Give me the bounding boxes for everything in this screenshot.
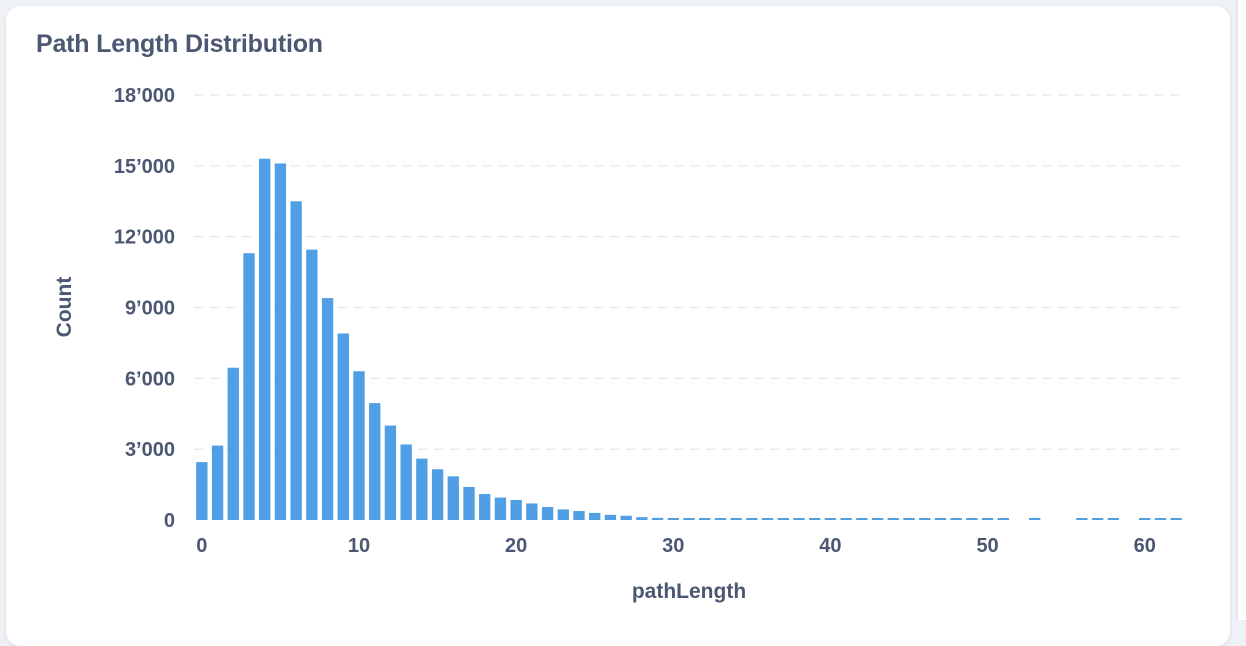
histogram-bar <box>966 518 978 520</box>
histogram-bar <box>856 518 868 520</box>
histogram-bar <box>699 518 711 520</box>
histogram-bar <box>777 518 789 520</box>
y-tick-label: 6’000 <box>125 368 175 390</box>
histogram-bar <box>636 517 648 520</box>
histogram-bar <box>447 476 459 520</box>
histogram-bar <box>400 444 412 520</box>
histogram-bar <box>620 515 632 520</box>
histogram-bar <box>683 518 695 520</box>
histogram-bar <box>416 458 428 520</box>
histogram-bar <box>950 518 962 520</box>
histogram-bar <box>259 158 271 520</box>
histogram-bar <box>809 518 821 520</box>
histogram-bar <box>1091 518 1104 520</box>
histogram-bar <box>557 509 569 520</box>
histogram-bar <box>604 514 617 520</box>
bars <box>196 158 1182 520</box>
histogram-bar <box>871 518 884 520</box>
y-tick-label: 3’000 <box>125 439 175 461</box>
histogram-bar <box>746 518 758 520</box>
histogram-bar <box>243 253 255 520</box>
x-tick-label: 50 <box>976 535 998 557</box>
histogram-bar <box>369 403 381 520</box>
y-axis-ticks: 0 3’000 6’000 9’000 12’000 15’000 18’000 <box>114 85 175 532</box>
histogram-bar <box>321 298 334 520</box>
histogram-chart: 0 3’000 6’000 9’000 12’000 15’000 18’000 0 10 20… <box>53 85 1184 603</box>
chart-card: Path Length Distribution <box>6 6 1230 646</box>
histogram-bar <box>1139 518 1151 520</box>
y-tick-label: 0 <box>164 510 175 532</box>
histogram-bar <box>227 367 239 520</box>
x-tick-label: 60 <box>1134 535 1156 557</box>
histogram-bar <box>211 445 224 520</box>
histogram-bar <box>761 518 774 520</box>
histogram-bar <box>1029 518 1041 520</box>
histogram-bar <box>1170 518 1182 520</box>
histogram-bar <box>196 462 208 520</box>
histogram-bar <box>494 497 507 520</box>
y-tick-label: 15’000 <box>114 156 175 178</box>
histogram-bar <box>337 333 349 520</box>
histogram-bar <box>793 518 805 520</box>
histogram-bar <box>573 511 585 520</box>
y-tick-label: 12’000 <box>114 227 175 249</box>
histogram-bar <box>730 518 742 520</box>
histogram-bar <box>290 201 302 520</box>
histogram-bar <box>1076 518 1088 520</box>
histogram-bar <box>903 518 915 520</box>
histogram-bar <box>353 371 365 520</box>
histogram-bar <box>541 507 554 520</box>
histogram-bar <box>589 512 601 520</box>
histogram-bar <box>463 486 475 520</box>
y-tick-label: 9’000 <box>125 298 175 320</box>
histogram-bar <box>1154 518 1167 520</box>
x-tick-label: 40 <box>819 535 841 557</box>
y-tick-label: 18’000 <box>114 85 175 107</box>
x-tick-label: 30 <box>662 535 684 557</box>
adjacent-card-edge <box>1238 0 1246 620</box>
histogram-bar <box>1107 518 1119 520</box>
x-tick-label: 0 <box>196 535 207 557</box>
histogram-bar <box>714 518 727 520</box>
histogram-bar <box>526 503 538 520</box>
histogram-bar <box>431 469 444 520</box>
histogram-bar <box>479 494 491 520</box>
histogram-bar <box>840 518 852 520</box>
histogram-bar <box>919 518 931 520</box>
histogram-bar <box>274 163 287 520</box>
x-axis-ticks: 0 10 20 30 40 50 60 <box>196 535 1156 557</box>
histogram-bar <box>306 249 318 520</box>
histogram-bar <box>934 518 947 520</box>
histogram-bar <box>384 425 397 520</box>
x-tick-label: 10 <box>348 535 370 557</box>
histogram-bar <box>824 518 837 520</box>
histogram-bar <box>997 518 1009 520</box>
x-tick-label: 20 <box>505 535 527 557</box>
histogram-bar <box>981 518 994 520</box>
y-axis-label: Count <box>53 277 76 338</box>
histogram-bar <box>651 517 664 520</box>
histogram-bar <box>510 499 522 520</box>
x-axis-label: pathLength <box>632 580 746 603</box>
histogram-bar <box>887 518 899 520</box>
chart-title: Path Length Distribution <box>36 30 323 58</box>
histogram-bar <box>667 518 679 520</box>
